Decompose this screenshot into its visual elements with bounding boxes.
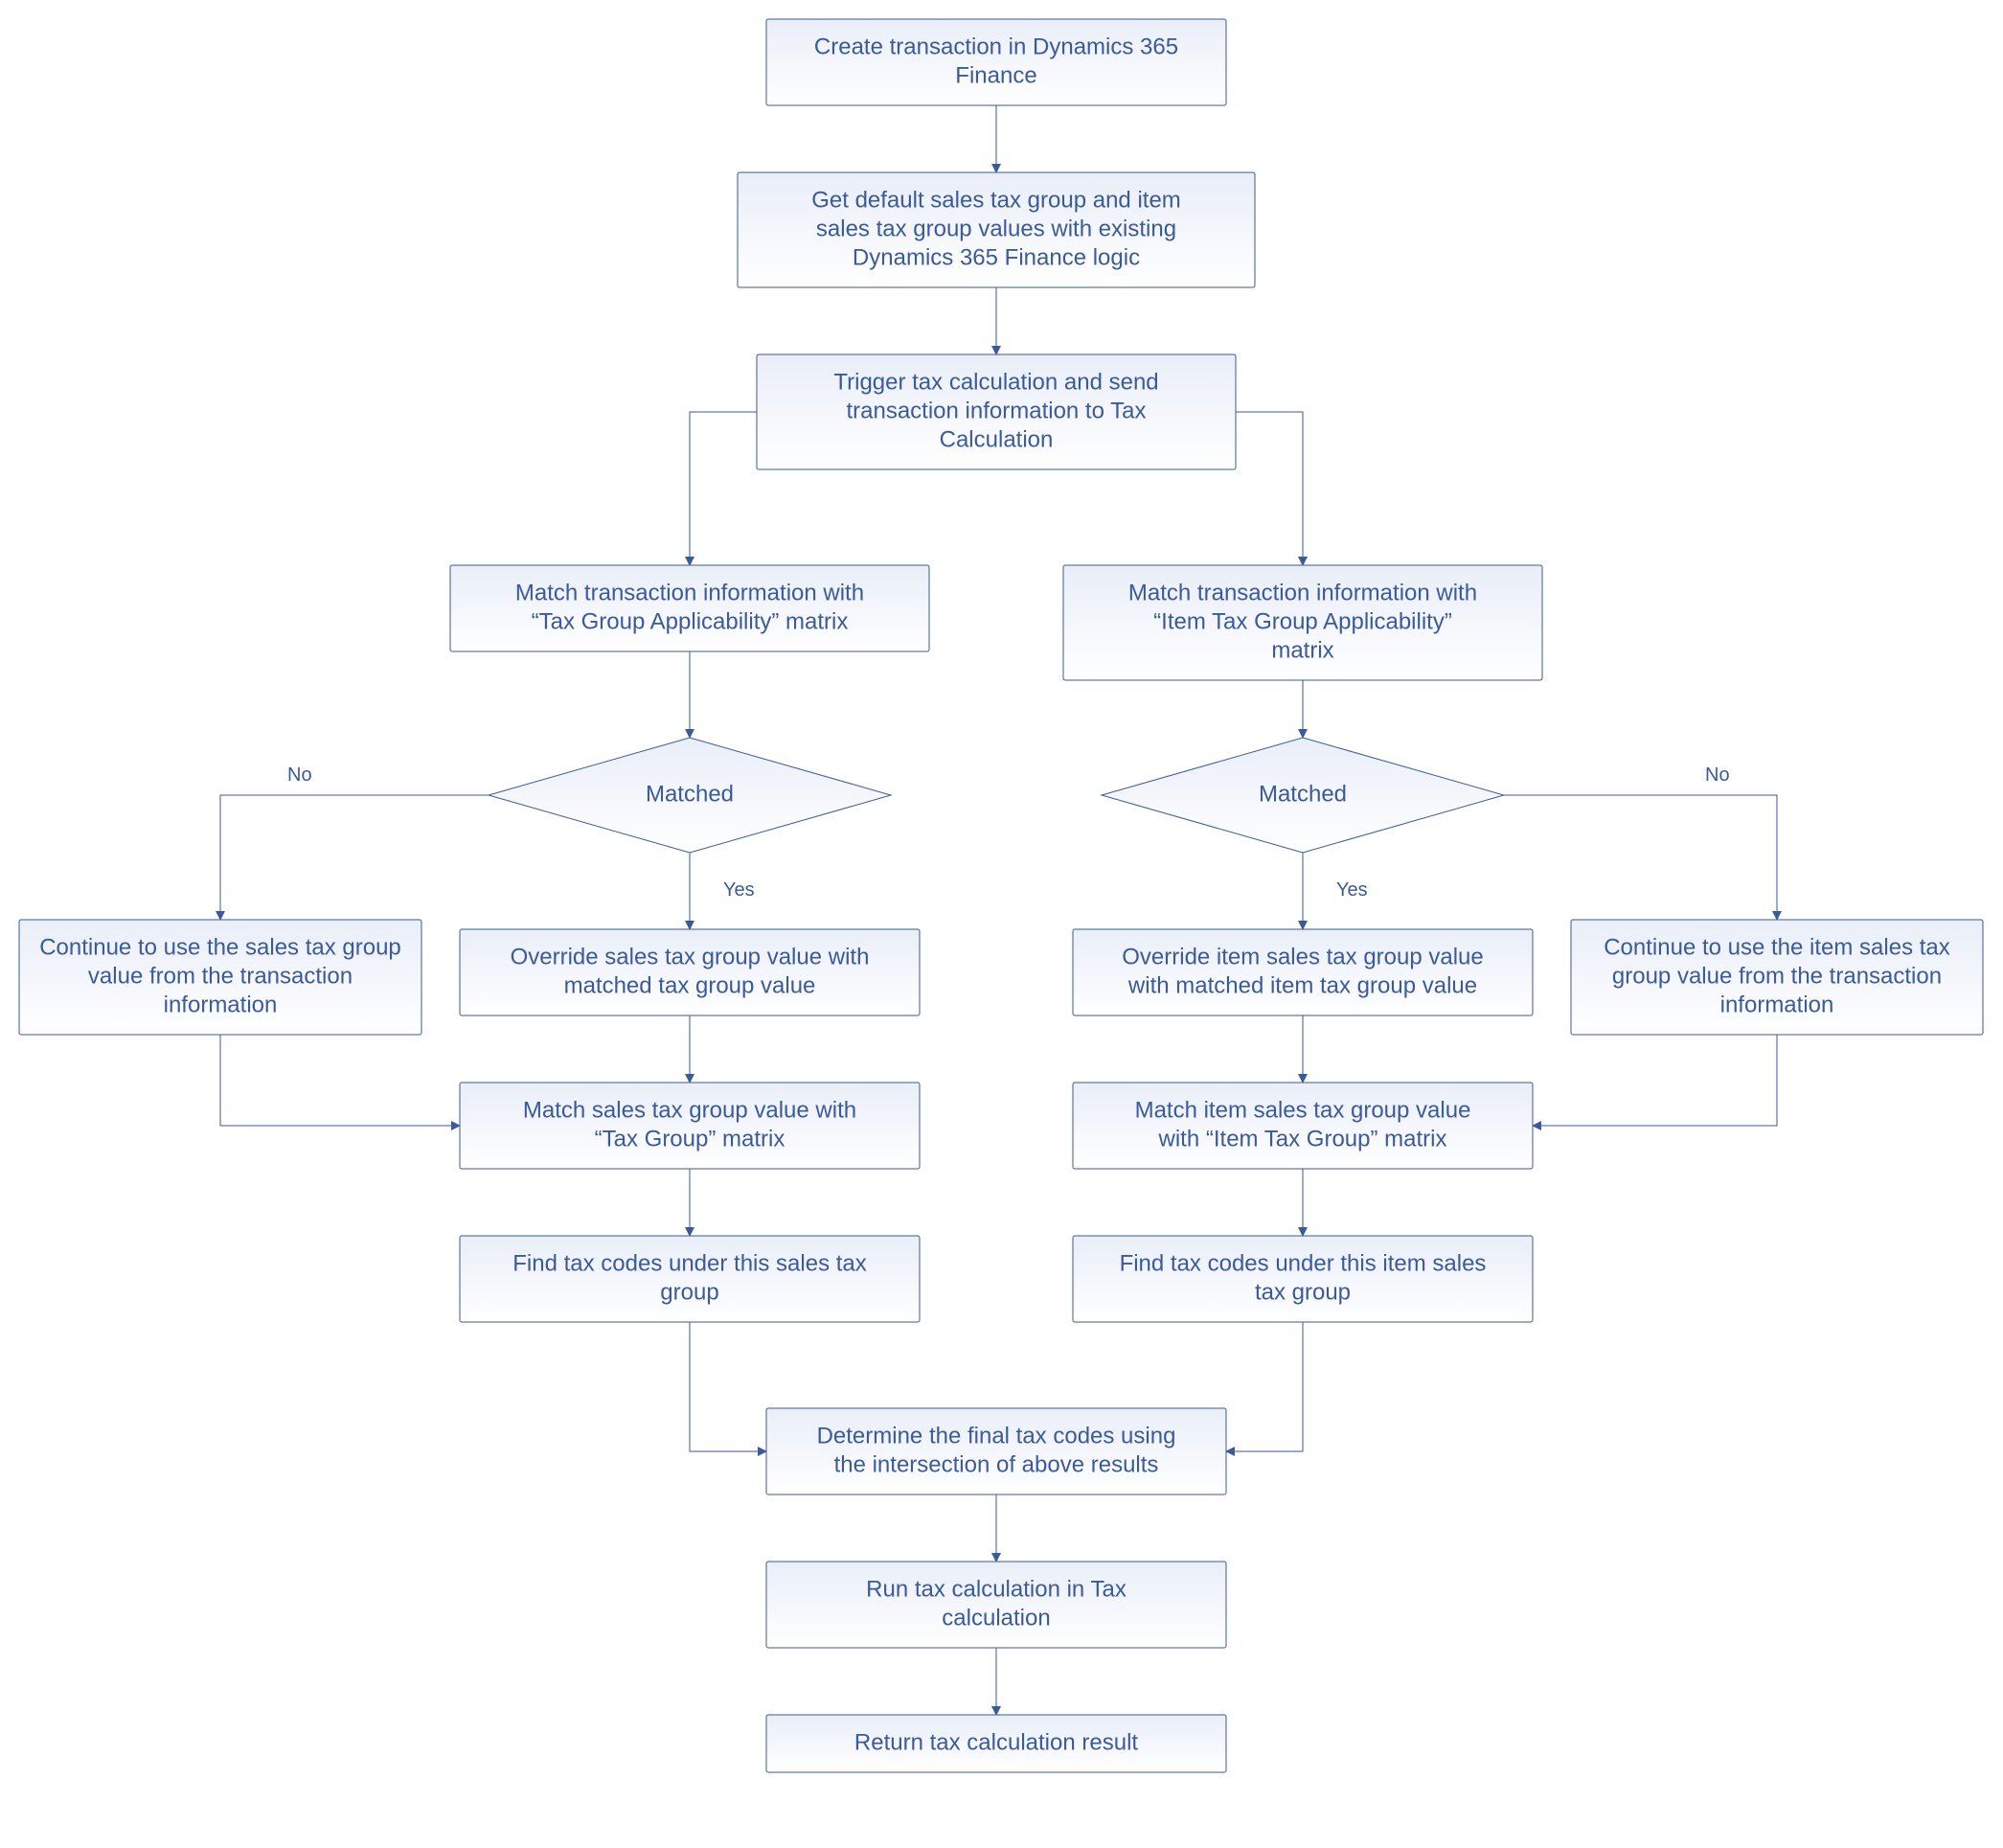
- node-n3: Trigger tax calculation and send transact…: [757, 354, 1236, 469]
- edge-nLNo-nL3: [220, 1035, 460, 1126]
- node-text: group value from the transaction: [1612, 964, 1942, 990]
- node-nR3: Match item sales tax group value with “It…: [1073, 1083, 1533, 1169]
- node-text: information: [1720, 992, 1834, 1018]
- edge-dR-nRNo: [1504, 795, 1777, 920]
- edge-nR4-nM1: [1226, 1322, 1303, 1451]
- node-text: Return tax calculation result: [854, 1730, 1138, 1756]
- edge-nRNo-nR3: [1533, 1035, 1777, 1126]
- node-nL3: Match sales tax group value with “Tax Gro…: [460, 1083, 920, 1169]
- node-dL: Matched: [489, 738, 891, 853]
- node-text: “Tax Group” matrix: [595, 1127, 785, 1152]
- edge-n3-nL1: [690, 412, 757, 565]
- node-nL2: Override sales tax group value with match…: [460, 929, 920, 1015]
- node-text: sales tax group values with existing: [816, 217, 1176, 242]
- node-text: “Tax Group Applicability” matrix: [532, 609, 849, 635]
- node-nL4: Find tax codes under this sales tax group: [460, 1236, 920, 1322]
- node-text: with “Item Tax Group” matrix: [1158, 1127, 1447, 1152]
- node-text: tax group: [1255, 1280, 1351, 1306]
- node-text: the intersection of above results: [834, 1452, 1159, 1478]
- node-text: Run tax calculation in Tax: [866, 1577, 1127, 1603]
- node-nR2: Override item sales tax group value with …: [1073, 929, 1533, 1015]
- node-nR1: Match transaction information with “Item …: [1063, 565, 1542, 680]
- node-text: “Item Tax Group Applicability”: [1153, 609, 1452, 635]
- node-text: Trigger tax calculation and send: [833, 370, 1158, 396]
- node-text: Override item sales tax group value: [1122, 945, 1484, 970]
- node-text: Get default sales tax group and item: [811, 188, 1181, 214]
- node-text: Matched: [1259, 782, 1347, 808]
- node-text: value from the transaction: [88, 964, 353, 990]
- node-text: Finance: [955, 63, 1036, 89]
- node-text: Match transaction information with: [1128, 581, 1477, 606]
- node-text: Dynamics 365 Finance logic: [853, 245, 1140, 271]
- node-nRNo: Continue to use the item sales tax group …: [1571, 920, 1983, 1035]
- node-text: matrix: [1271, 638, 1333, 664]
- node-dR: Matched: [1102, 738, 1504, 853]
- node-text: Continue to use the sales tax group: [39, 935, 401, 961]
- nodes-layer: Create transaction in Dynamics 365 Financ…: [19, 19, 1983, 1772]
- node-text: Match item sales tax group value: [1135, 1098, 1471, 1124]
- node-nM3: Return tax calculation result: [766, 1715, 1226, 1772]
- flowchart-canvas: Yes Yes No No Create transaction in Dynamics…: [0, 0, 2003, 1848]
- node-nM1: Determine the final tax codes using the i…: [766, 1408, 1226, 1494]
- node-text: Continue to use the item sales tax: [1604, 935, 1950, 961]
- node-nM2: Run tax calculation in Tax calculation: [766, 1562, 1226, 1648]
- edge-label: No: [1705, 764, 1730, 786]
- node-nR4: Find tax codes under this item sales tax …: [1073, 1236, 1533, 1322]
- edge-label: Yes: [723, 879, 755, 901]
- node-text: Matched: [646, 782, 734, 808]
- node-n1: Create transaction in Dynamics 365 Financ…: [766, 19, 1226, 105]
- node-text: Find tax codes under this sales tax: [512, 1251, 867, 1277]
- node-text: Find tax codes under this item sales: [1120, 1251, 1487, 1277]
- edge-dL-nLNo: [220, 795, 489, 920]
- node-text: Override sales tax group value with: [511, 945, 870, 970]
- node-text: matched tax group value: [564, 973, 816, 999]
- node-text: Calculation: [940, 427, 1054, 453]
- node-nLNo: Continue to use the sales tax group value…: [19, 920, 421, 1035]
- node-text: group: [660, 1280, 718, 1306]
- node-text: Determine the final tax codes using: [817, 1424, 1176, 1449]
- node-nL1: Match transaction information with “Tax G…: [450, 565, 929, 651]
- edge-nL4-nM1: [690, 1322, 766, 1451]
- node-text: Match transaction information with: [515, 581, 864, 606]
- node-text: transaction information to Tax: [846, 399, 1146, 424]
- node-text: with matched item tax group value: [1127, 973, 1477, 999]
- edge-label: Yes: [1336, 879, 1368, 901]
- node-text: calculation: [942, 1606, 1050, 1631]
- node-text: information: [164, 992, 278, 1018]
- edge-n3-nR1: [1236, 412, 1303, 565]
- node-text: Match sales tax group value with: [523, 1098, 856, 1124]
- node-n2: Get default sales tax group and item sale…: [738, 172, 1255, 287]
- node-text: Create transaction in Dynamics 365: [814, 34, 1178, 60]
- edge-label: No: [287, 764, 312, 786]
